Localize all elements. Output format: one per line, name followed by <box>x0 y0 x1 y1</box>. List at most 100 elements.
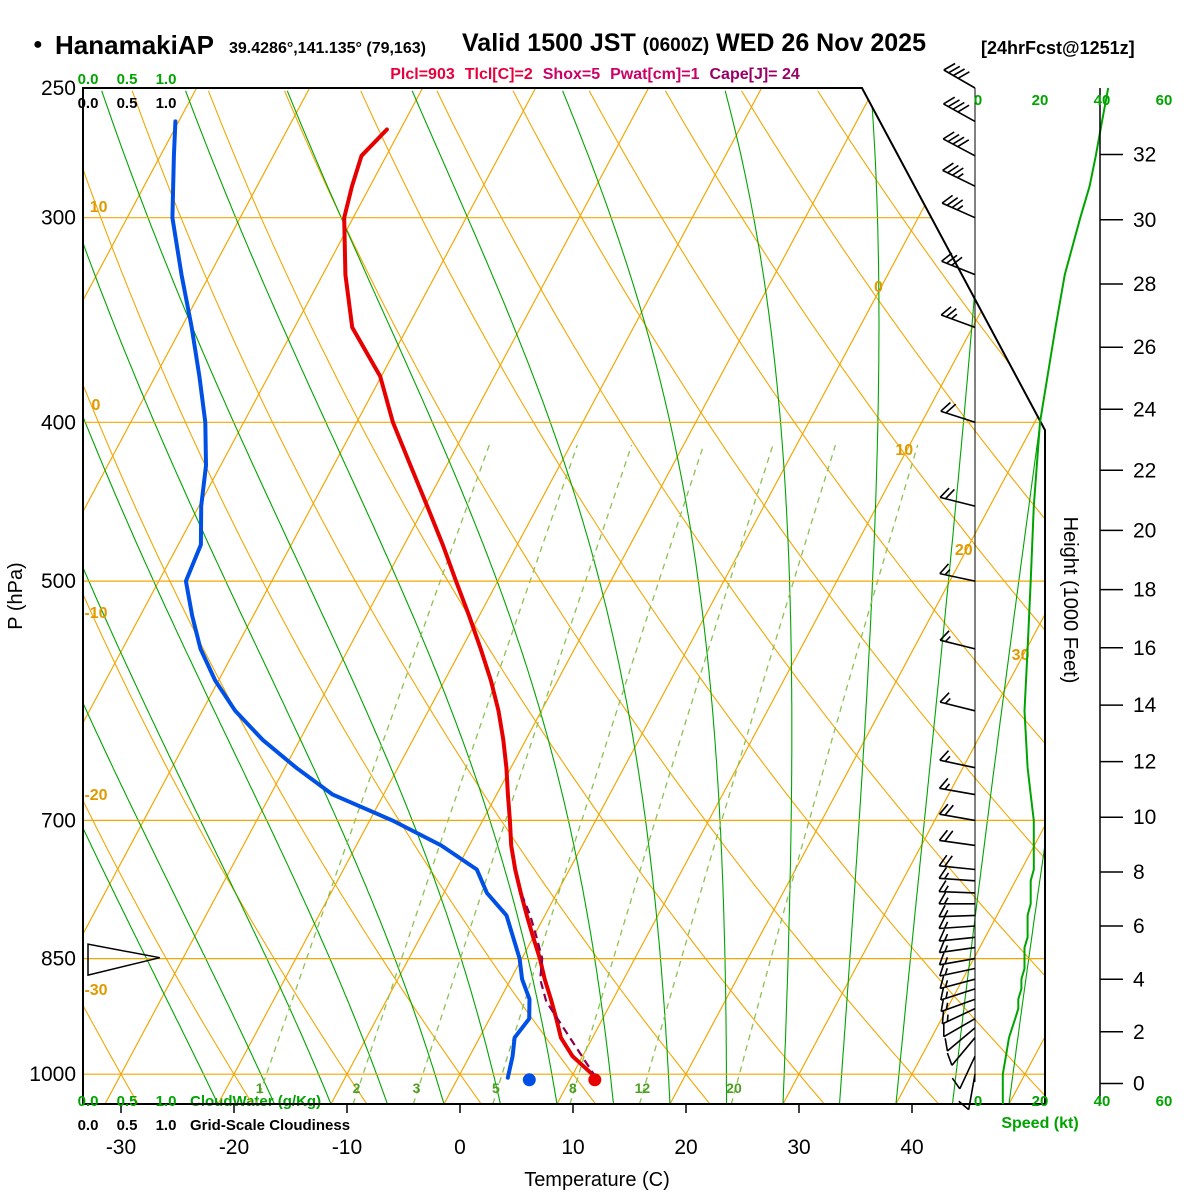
temperature-tick-label: 0 <box>454 1136 466 1159</box>
wind-barb <box>944 1027 976 1052</box>
sounding-param-3: Pwat[cm]=1 <box>610 66 700 83</box>
height-tick-label: 10 <box>1133 806 1156 829</box>
temperature-tick-label: -30 <box>106 1136 136 1159</box>
surface-temperature-dot <box>588 1073 602 1087</box>
sounding-param-1: Tlcl[C]=2 <box>464 66 533 83</box>
surface-dewpoint-dot <box>522 1073 536 1087</box>
pressure-tick-label: 1000 <box>29 1063 76 1086</box>
height-tick-label: 28 <box>1133 273 1156 296</box>
wind-barb <box>939 630 976 650</box>
wind-barb <box>938 928 976 942</box>
station-coords: 39.4286°,141.135° (79,163) <box>229 40 426 57</box>
station-bullet: ● <box>33 36 43 53</box>
dry-adiabat-lines <box>83 90 1045 1104</box>
height-tick-label: 2 <box>1133 1021 1145 1044</box>
mixing-ratio-label: 12 <box>635 1080 651 1096</box>
grid-scale-cloudiness-profile <box>87 943 160 977</box>
wind-barb <box>940 401 976 424</box>
wind-barb <box>938 867 976 882</box>
speed-scale-bottom: 60 <box>1156 1093 1173 1110</box>
speed-scale-top: 20 <box>1032 92 1049 109</box>
height-tick-label: 16 <box>1133 637 1156 660</box>
height-tick-label: 8 <box>1133 861 1145 884</box>
wind-barb <box>938 803 976 822</box>
wind-barb <box>938 940 976 954</box>
speed-scale-bottom: 20 <box>1032 1093 1049 1110</box>
cloudiness-scale-top: 1.0 <box>156 95 177 112</box>
temperature-tick-label: 20 <box>674 1136 697 1159</box>
wind-barb <box>943 1018 976 1038</box>
height-tick-label: 26 <box>1133 336 1156 359</box>
height-tick-label: 0 <box>1133 1073 1145 1096</box>
pressure-axis-title: P (hPa) <box>5 562 27 629</box>
wind-barb <box>939 963 976 977</box>
pressure-tick-label: 300 <box>41 207 76 230</box>
speed-axis-title: Speed (kt) <box>1001 1115 1078 1132</box>
wind-barb <box>939 692 976 712</box>
mixing-ratio-label: 8 <box>569 1080 577 1096</box>
height-tick-label: 14 <box>1133 694 1157 717</box>
cloudwater-scale-top: 1.0 <box>156 71 177 88</box>
temperature-tick-label: 30 <box>787 1136 810 1159</box>
wind-barb <box>938 892 975 905</box>
height-tick-label: 32 <box>1133 143 1156 166</box>
dry-adiabat-label: -10 <box>84 605 107 622</box>
pressure-tick-label: 850 <box>41 948 76 971</box>
forecast-tag: [24hrFcst@1251z] <box>981 38 1135 58</box>
plot-border <box>82 87 1046 1105</box>
height-axis-title: Height (1000 Feet) <box>1059 517 1081 684</box>
wind-barb <box>938 952 976 966</box>
isobar-lines <box>83 217 1045 1075</box>
height-tick-label: 18 <box>1133 579 1156 602</box>
height-tick-label: 24 <box>1133 398 1157 421</box>
cloudwater-scale-top: 0.5 <box>117 71 138 88</box>
sounding-param-2: Shox=5 <box>542 66 601 83</box>
wind-barb <box>941 194 976 219</box>
mixing-ratio-label: 1 <box>256 1080 264 1096</box>
valid-time-z: (0600Z) <box>642 35 710 56</box>
cloudiness-scale-bottom: 0.5 <box>117 1117 138 1134</box>
wind-barb <box>946 1037 976 1066</box>
cloudwater-scale-top: 0.0 <box>78 71 99 88</box>
moist-adiabat-lines <box>83 90 1045 1104</box>
valid-time-title: Valid 1500 JST (0600Z) WED 26 Nov 2025 <box>462 29 926 58</box>
mixing-ratio-lines <box>255 444 919 1104</box>
temperature-tick-label: -20 <box>219 1136 249 1159</box>
pressure-tick-label: 400 <box>41 411 76 434</box>
height-tick-label: 6 <box>1133 915 1145 938</box>
temperature-axis-title: Temperature (C) <box>524 1169 670 1191</box>
wind-barb <box>940 306 976 329</box>
height-tick-label: 20 <box>1133 519 1156 542</box>
wind-barb <box>940 998 976 1013</box>
temperature-tick-label: 40 <box>900 1136 923 1159</box>
wind-barb <box>938 854 976 871</box>
speed-scale-bottom: 40 <box>1094 1093 1111 1110</box>
mixing-ratio-label: 5 <box>492 1080 500 1096</box>
skewt-background <box>83 88 1045 1104</box>
height-ticks <box>1100 153 1123 1085</box>
speed-scale-top: 0 <box>974 92 982 109</box>
sounding-param-0: Plcl=903 <box>390 66 455 83</box>
dry-adiabat-label: 10 <box>90 199 108 216</box>
wind-barb <box>939 750 976 769</box>
sounding-parameters: Plcl=903 Tlcl[C]=2 Shox=5 Pwat[cm]=1 Cape[J]… <box>195 66 995 84</box>
cloudwater-axis-title: CloudWater (g/Kg) <box>190 1093 321 1110</box>
wind-barb <box>938 880 976 894</box>
border-outline <box>82 87 1046 1105</box>
wind-barb <box>942 131 976 157</box>
wind-barb <box>938 916 976 930</box>
pressure-tick-label: 250 <box>41 77 76 100</box>
cloudwater-scale-bottom: 0.0 <box>78 1093 99 1110</box>
isotherm-label: 10 <box>895 442 913 459</box>
wind-barbs <box>938 62 976 1111</box>
parcel-path <box>521 896 597 1079</box>
temperature-tick-label: -10 <box>332 1136 362 1159</box>
cloudiness-scale-top: 0.5 <box>117 95 138 112</box>
wind-barb <box>951 1055 976 1090</box>
wind-barb <box>938 777 976 796</box>
cloudiness-scale-bottom: 1.0 <box>156 1117 177 1134</box>
wind-barb <box>958 1074 976 1111</box>
isotherm-label: 20 <box>955 542 973 559</box>
